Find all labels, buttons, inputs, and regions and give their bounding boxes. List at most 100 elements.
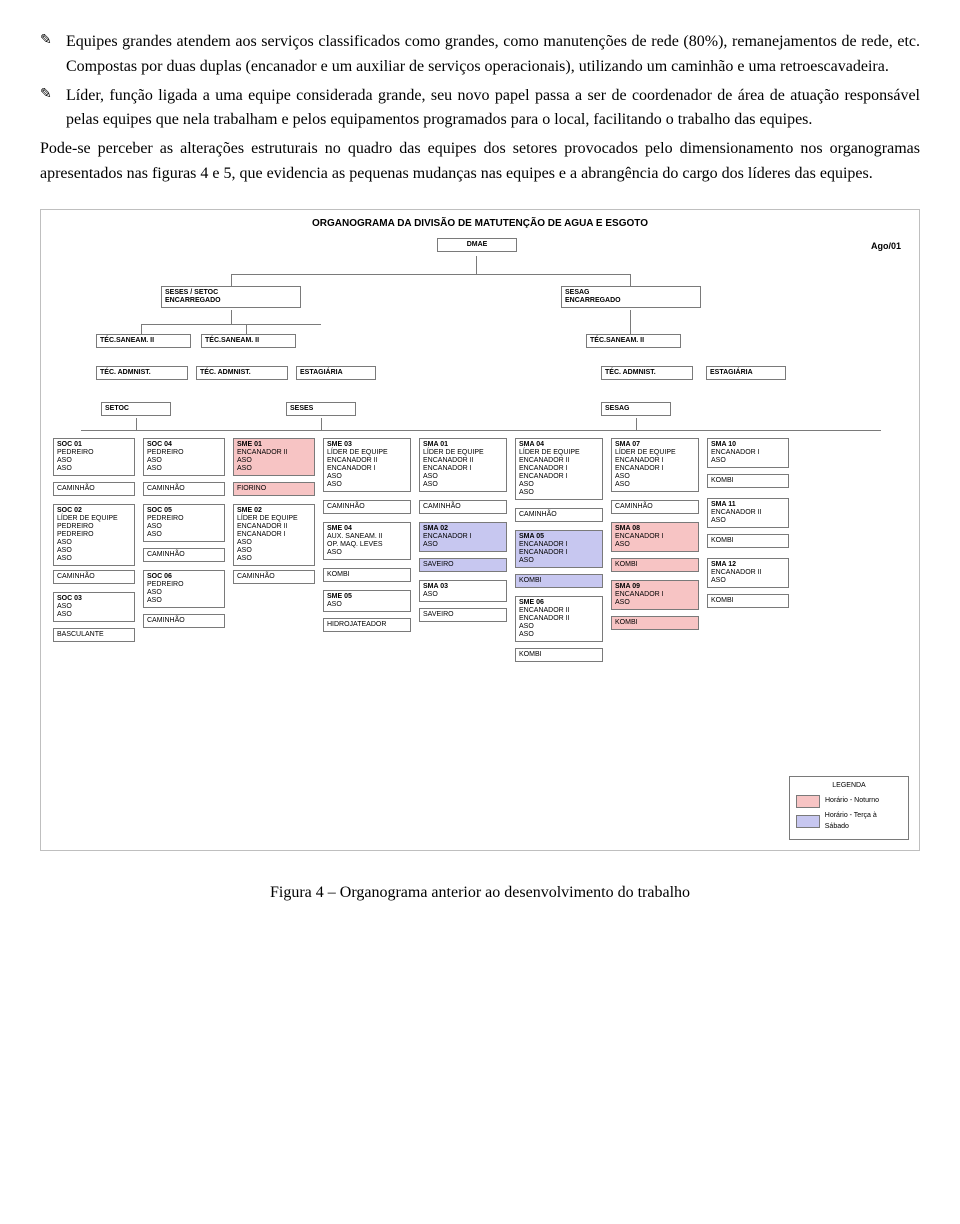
- connector: [630, 324, 631, 334]
- team-sme04: SME 04 AUX. SANEAM. II OP. MAQ. LEVES AS…: [323, 522, 411, 560]
- seses-label: SESES / SETOC ENCARREGADO: [165, 289, 221, 304]
- connector: [141, 324, 142, 334]
- sme04-l1: OP. MAQ. LEVES: [327, 541, 407, 549]
- sme06-l3: ASO: [519, 631, 599, 639]
- sma01-h: SMA 01: [423, 441, 503, 449]
- sme01-h: SME 01: [237, 441, 311, 449]
- sma04-l4: ASO: [519, 481, 599, 489]
- team-sma11: SMA 11 ENCANADOR II ASO: [707, 498, 789, 528]
- sma02-l1: ASO: [423, 541, 503, 549]
- legend: LEGENDA Horário - Noturno Horário - Terç…: [789, 776, 909, 840]
- dmae-label: DMAE: [467, 241, 488, 248]
- sme04-l0: AUX. SANEAM. II: [327, 533, 407, 541]
- sma05-v: KOMBI: [519, 577, 599, 585]
- a2-label: TÉC. ADMNIST.: [200, 369, 251, 376]
- team-sma05: SMA 05 ENCANADOR I ENCANADOR I ASO: [515, 530, 603, 568]
- sma01-v: CAMINHÃO: [423, 503, 503, 511]
- soc05-l2: ASO: [147, 531, 221, 539]
- pencil-icon: ✎: [40, 84, 66, 134]
- sma01-l4: ASO: [423, 481, 503, 489]
- connector: [231, 274, 631, 275]
- sme05-h: SME 05: [327, 593, 407, 601]
- sma04-l0: LÍDER DE EQUIPE: [519, 449, 599, 457]
- sma02-l0: ENCANADOR I: [423, 533, 503, 541]
- soc03-l0: ASO: [57, 603, 131, 611]
- team-sme03-v: CAMINHÃO: [323, 500, 411, 514]
- sma02-v: SAVEIRO: [423, 561, 503, 569]
- soc02-l3: ASO: [57, 539, 131, 547]
- sma07-l2: ENCANADOR I: [615, 465, 695, 473]
- sme03-l4: ASO: [327, 481, 407, 489]
- team-sme06: SME 06 ENCANADOR II ENCANADOR II ASO ASO: [515, 596, 603, 642]
- connector: [231, 310, 232, 324]
- sma01-l2: ENCANADOR I: [423, 465, 503, 473]
- team-soc01: SOC 01 PEDREIRO ASO ASO: [53, 438, 135, 476]
- sme03-h: SME 03: [327, 441, 407, 449]
- connector: [630, 310, 631, 324]
- sme03-l0: LÍDER DE EQUIPE: [327, 449, 407, 457]
- sma08-v: KOMBI: [615, 561, 695, 569]
- sme01-v: FIORINO: [237, 485, 311, 493]
- sma12-l1: ASO: [711, 577, 785, 585]
- sma03-h: SMA 03: [423, 583, 503, 591]
- sesag-label: SESAG ENCARREGADO: [565, 289, 621, 304]
- sma07-l1: ENCANADOR I: [615, 457, 695, 465]
- sme06-v: KOMBI: [519, 651, 599, 659]
- sme02-l3: ASO: [237, 539, 311, 547]
- sma12-h: SMA 12: [711, 561, 785, 569]
- node-admin-1: TÉC. ADMNIST.: [96, 366, 188, 380]
- soc03-v: BASCULANTE: [57, 631, 131, 639]
- team-soc03-v: BASCULANTE: [53, 628, 135, 642]
- sme04-l2: ASO: [327, 549, 407, 557]
- sme01-l2: ASO: [237, 465, 311, 473]
- bullet-1-text: Equipes grandes atendem aos serviços cla…: [66, 30, 920, 80]
- soc04-l0: PEDREIRO: [147, 449, 221, 457]
- soc05-h: SOC 05: [147, 507, 221, 515]
- team-sma08-v: KOMBI: [611, 558, 699, 572]
- legend-blue-label: Horário - Terça à Sábado: [825, 811, 902, 833]
- sma11-h: SMA 11: [711, 501, 785, 509]
- sme03-v: CAMINHÃO: [327, 503, 407, 511]
- paragraph-1: Pode-se perceber as alterações estrutura…: [40, 137, 920, 187]
- team-sme05: SME 05 ASO: [323, 590, 411, 612]
- a3-label: ESTAGIÁRIA: [300, 369, 343, 376]
- sme05-l0: ASO: [327, 601, 407, 609]
- team-soc04-v: CAMINHÃO: [143, 482, 225, 496]
- sma12-v: KOMBI: [711, 597, 785, 605]
- sma11-l0: ENCANADOR II: [711, 509, 785, 517]
- team-sma09: SMA 09 ENCANADOR I ASO: [611, 580, 699, 610]
- sma09-l1: ASO: [615, 599, 695, 607]
- sma07-h: SMA 07: [615, 441, 695, 449]
- soc03-h: SOC 03: [57, 595, 131, 603]
- sma05-l1: ENCANADOR I: [519, 549, 599, 557]
- team-sma12: SMA 12 ENCANADOR II ASO: [707, 558, 789, 588]
- sma12-l0: ENCANADOR II: [711, 569, 785, 577]
- team-sma01: SMA 01 LÍDER DE EQUIPE ENCANADOR II ENCA…: [419, 438, 507, 492]
- team-soc05: SOC 05 PEDREIRO ASO ASO: [143, 504, 225, 542]
- sma08-l1: ASO: [615, 541, 695, 549]
- setoc-label: SETOC: [105, 405, 129, 412]
- sme02-v: CAMINHÃO: [237, 573, 311, 581]
- a5-label: ESTAGIÁRIA: [710, 369, 753, 376]
- figure-caption: Figura 4 – Organograma anterior ao desen…: [40, 881, 920, 906]
- soc01-l0: PEDREIRO: [57, 449, 131, 457]
- bullet-2: ✎ Líder, função ligada a uma equipe cons…: [40, 84, 920, 134]
- sma08-l0: ENCANADOR I: [615, 533, 695, 541]
- node-estag-2: ESTAGIÁRIA: [706, 366, 786, 380]
- team-sma12-v: KOMBI: [707, 594, 789, 608]
- team-soc02: SOC 02 LÍDER DE EQUIPE PEDREIRO PEDREIRO…: [53, 504, 135, 566]
- soc02-v: CAMINHÃO: [57, 573, 131, 581]
- sma04-h: SMA 04: [519, 441, 599, 449]
- team-sma04-v: CAMINHÃO: [515, 508, 603, 522]
- team-soc06-v: CAMINHÃO: [143, 614, 225, 628]
- connector: [141, 324, 321, 325]
- legend-swatch-pink: [796, 795, 820, 808]
- team-sma11-v: KOMBI: [707, 534, 789, 548]
- team-sma09-v: KOMBI: [611, 616, 699, 630]
- node-admin-2: TÉC. ADMNIST.: [196, 366, 288, 380]
- connector: [81, 430, 881, 431]
- sma04-l3: ENCANADOR I: [519, 473, 599, 481]
- sma08-h: SMA 08: [615, 525, 695, 533]
- sesag-label2: SESAG: [605, 405, 630, 412]
- sme02-l0: LÍDER DE EQUIPE: [237, 515, 311, 523]
